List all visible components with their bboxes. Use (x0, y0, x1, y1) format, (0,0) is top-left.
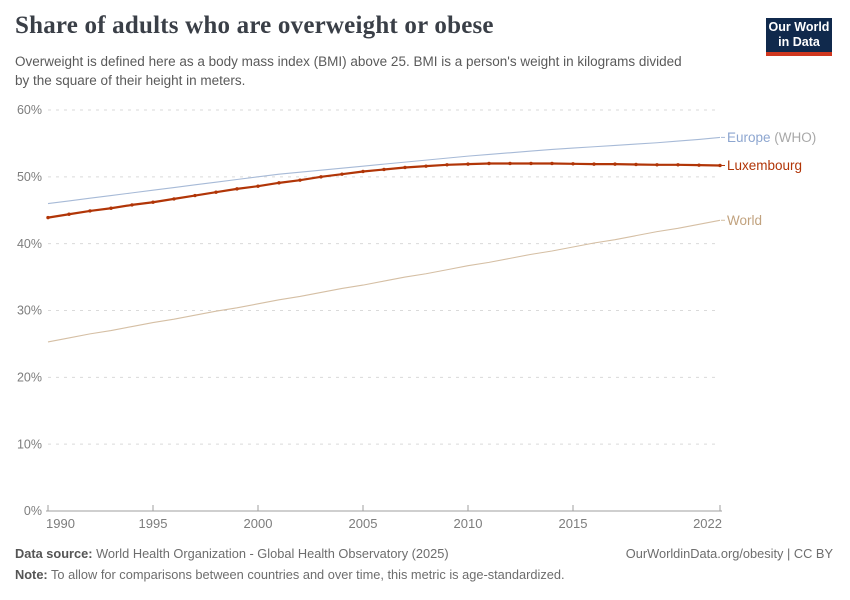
chart-subtitle: Overweight is defined here as a body mas… (15, 53, 775, 90)
series-label-world[interactable]: World (727, 213, 762, 228)
series-point-luxembourg[interactable] (319, 175, 323, 179)
series-line-europe-who[interactable] (47, 136, 721, 205)
series-point-luxembourg[interactable] (151, 200, 155, 204)
y-tick-label-30: 30% (17, 304, 42, 318)
owid-logo-line2: in Data (778, 35, 820, 49)
license-link[interactable]: OurWorldinData.org/obesity | CC BY (625, 546, 833, 561)
x-tick-label-2000: 2000 (244, 516, 273, 531)
data-source-text: World Health Organization - Global Healt… (92, 546, 449, 561)
series-point-luxembourg[interactable] (508, 161, 512, 166)
x-tick-label-2015: 2015 (559, 516, 588, 531)
series-point-luxembourg[interactable] (193, 193, 197, 198)
series-label-luxembourg[interactable]: Luxembourg (727, 158, 802, 173)
series-point-luxembourg[interactable] (466, 162, 470, 166)
series-point-luxembourg[interactable] (571, 162, 575, 166)
series-point-luxembourg[interactable] (634, 162, 638, 167)
y-tick-label-0: 0% (24, 504, 42, 518)
series-point-luxembourg[interactable] (655, 163, 659, 167)
series-line-world[interactable] (47, 219, 721, 343)
x-tick-label-2010: 2010 (454, 516, 483, 531)
series-point-luxembourg[interactable] (298, 178, 302, 182)
owid-logo-line1: Our World (768, 20, 830, 34)
owid-logo[interactable]: Our World in Data (766, 18, 832, 56)
series-point-luxembourg[interactable] (424, 164, 428, 168)
series-point-luxembourg[interactable] (445, 163, 449, 167)
note-line: Note: To allow for comparisons between c… (15, 567, 565, 582)
series-point-luxembourg[interactable] (487, 161, 491, 166)
series-point-luxembourg[interactable] (382, 167, 386, 172)
series-point-luxembourg[interactable] (88, 209, 92, 213)
series-point-luxembourg[interactable] (340, 172, 344, 176)
x-tick-label-2005: 2005 (349, 516, 378, 531)
series-point-luxembourg[interactable] (235, 187, 239, 191)
x-tick-label-2022: 2022 (693, 516, 722, 531)
series-point-luxembourg[interactable] (361, 169, 365, 174)
series-point-luxembourg[interactable] (277, 181, 281, 185)
series-point-luxembourg[interactable] (67, 212, 71, 216)
series-point-luxembourg[interactable] (592, 162, 596, 166)
series-point-luxembourg[interactable] (172, 197, 176, 201)
series-point-luxembourg[interactable] (214, 190, 218, 194)
data-source-label: Data source: (15, 546, 93, 561)
series-point-luxembourg[interactable] (529, 161, 533, 166)
series-point-luxembourg[interactable] (718, 163, 722, 168)
series-point-luxembourg[interactable] (676, 163, 680, 167)
y-tick-label-40: 40% (17, 237, 42, 251)
chart-subtitle-line1: Overweight is defined here as a body mas… (15, 54, 682, 69)
y-tick-label-20: 20% (17, 371, 42, 385)
series-point-luxembourg[interactable] (109, 206, 113, 210)
y-tick-label-10: 10% (17, 437, 42, 451)
series-point-luxembourg[interactable] (46, 215, 50, 220)
chart-subtitle-line2: by the square of their height in meters. (15, 72, 246, 88)
note-label: Note: (15, 567, 48, 582)
series-point-luxembourg[interactable] (613, 162, 617, 166)
line-chart-canvas[interactable]: 0% 10% 20% 30% 40% 50% 60% 1990 1995 2000 2005 2010… (0, 0, 850, 540)
series-label-europe-who[interactable]: Europe (WHO) (727, 130, 816, 145)
x-tick-label-1990: 1990 (46, 516, 75, 531)
series-point-luxembourg[interactable] (550, 161, 554, 166)
y-tick-label-60: 60% (17, 103, 42, 117)
y-tick-label-50: 50% (17, 170, 42, 184)
series-point-luxembourg[interactable] (130, 203, 134, 207)
series-point-luxembourg[interactable] (256, 184, 260, 188)
series-point-luxembourg[interactable] (403, 165, 407, 170)
page-title: Share of adults who are overweight or ob… (15, 12, 494, 39)
x-tick-label-1995: 1995 (139, 516, 168, 531)
note-text: To allow for comparisons between countri… (47, 567, 565, 582)
data-source-line: Data source: World Health Organization -… (15, 546, 449, 561)
series-point-luxembourg[interactable] (697, 163, 701, 167)
